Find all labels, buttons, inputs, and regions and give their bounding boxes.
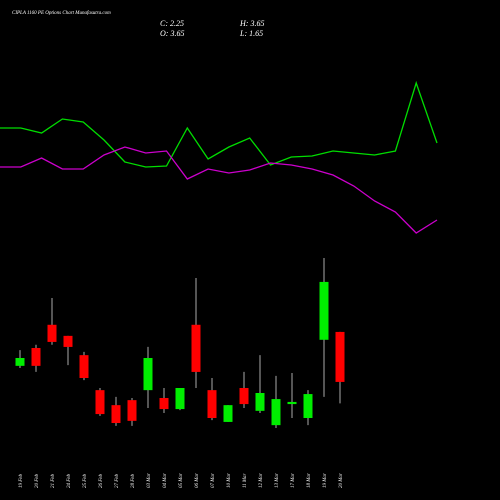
candle-body: [159, 398, 169, 410]
x-tick-label: 27 Feb: [115, 473, 120, 488]
candle-body: [95, 390, 105, 415]
candle-body: [191, 324, 201, 372]
candle-body: [79, 355, 89, 378]
candle-body: [303, 394, 313, 418]
ohlc-label: O: 3.65: [160, 29, 184, 38]
x-tick-label: 28 Feb: [131, 473, 136, 488]
candle-body: [223, 405, 233, 422]
candle-body: [335, 331, 345, 382]
candle-body: [143, 358, 153, 391]
candle-body: [31, 348, 41, 366]
candle-body: [319, 281, 329, 340]
x-tick-label: 21 Feb: [51, 473, 56, 488]
x-tick-label: 17 Mar: [291, 473, 296, 488]
candle-body: [271, 399, 281, 426]
x-tick-label: 03 Mar: [147, 473, 152, 488]
x-tick-label: 24 Feb: [67, 473, 72, 488]
candle-body: [127, 400, 137, 421]
x-tick-label: 12 Mar: [259, 473, 264, 488]
x-tick-label: 25 Feb: [83, 473, 88, 488]
x-tick-label: 07 Mar: [211, 473, 216, 488]
candle-body: [287, 401, 297, 405]
x-tick-label: 20 Feb: [35, 473, 40, 488]
candle-body: [15, 358, 25, 366]
x-tick-label: 13 Mar: [275, 473, 280, 488]
candle-body: [207, 390, 217, 418]
x-tick-label: 26 Feb: [99, 473, 104, 488]
x-tick-label: 18 Mar: [307, 473, 312, 488]
indicator-line: [0, 80, 438, 168]
x-tick-label: 05 Mar: [179, 473, 184, 488]
candle-body: [175, 388, 185, 410]
ohlc-label: C: 2.25: [160, 19, 184, 28]
x-tick-label: 19 Mar: [323, 473, 328, 488]
ohlc-label: L: 1.65: [239, 29, 263, 38]
candle-body: [239, 388, 249, 405]
ohlc-label: H: 3.65: [239, 19, 264, 28]
candle-body: [111, 405, 121, 423]
x-tick-label: 11 Mar: [243, 473, 248, 488]
x-tick-label: 20 Mar: [339, 473, 344, 488]
x-tick-label: 06 Mar: [195, 473, 200, 488]
x-tick-label: 04 Mar: [163, 473, 168, 488]
x-tick-label: 10 Mar: [227, 473, 232, 488]
indicator-line: [0, 146, 438, 234]
candle-body: [255, 393, 265, 411]
candle-body: [47, 324, 57, 342]
candle-body: [63, 335, 73, 347]
chart-title: CIPLA 1160 PE Options Chart Munafasutra.…: [12, 11, 111, 16]
x-tick-label: 19 Feb: [19, 473, 24, 488]
